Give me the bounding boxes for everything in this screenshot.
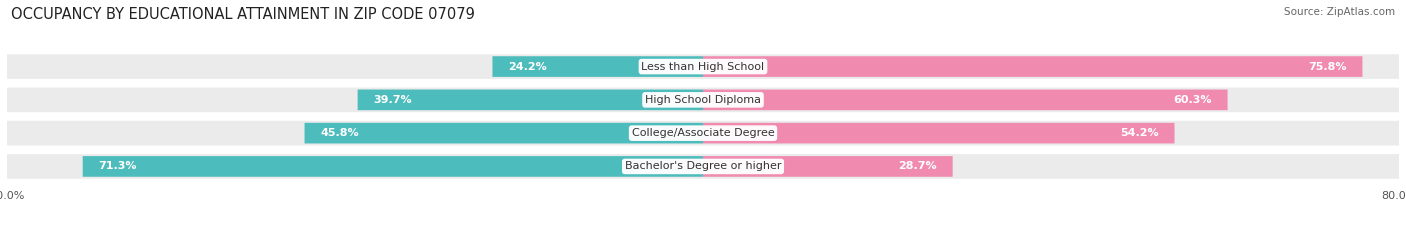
Text: Bachelor's Degree or higher: Bachelor's Degree or higher	[624, 161, 782, 171]
FancyBboxPatch shape	[703, 123, 1174, 144]
Text: 71.3%: 71.3%	[98, 161, 136, 171]
FancyBboxPatch shape	[7, 121, 1399, 145]
FancyBboxPatch shape	[703, 156, 953, 177]
Text: 39.7%: 39.7%	[373, 95, 412, 105]
FancyBboxPatch shape	[492, 56, 703, 77]
FancyBboxPatch shape	[703, 56, 1362, 77]
FancyBboxPatch shape	[7, 54, 1399, 79]
Text: 75.8%: 75.8%	[1308, 62, 1347, 72]
FancyBboxPatch shape	[305, 123, 703, 144]
Text: 28.7%: 28.7%	[898, 161, 936, 171]
FancyBboxPatch shape	[7, 88, 1399, 112]
FancyBboxPatch shape	[7, 154, 1399, 179]
Text: 24.2%: 24.2%	[508, 62, 547, 72]
Text: Source: ZipAtlas.com: Source: ZipAtlas.com	[1284, 7, 1395, 17]
FancyBboxPatch shape	[357, 89, 703, 110]
FancyBboxPatch shape	[83, 156, 703, 177]
Text: 54.2%: 54.2%	[1121, 128, 1159, 138]
Text: 60.3%: 60.3%	[1174, 95, 1212, 105]
FancyBboxPatch shape	[703, 89, 1227, 110]
Text: OCCUPANCY BY EDUCATIONAL ATTAINMENT IN ZIP CODE 07079: OCCUPANCY BY EDUCATIONAL ATTAINMENT IN Z…	[11, 7, 475, 22]
Text: 45.8%: 45.8%	[321, 128, 359, 138]
Text: High School Diploma: High School Diploma	[645, 95, 761, 105]
Text: Less than High School: Less than High School	[641, 62, 765, 72]
Text: College/Associate Degree: College/Associate Degree	[631, 128, 775, 138]
